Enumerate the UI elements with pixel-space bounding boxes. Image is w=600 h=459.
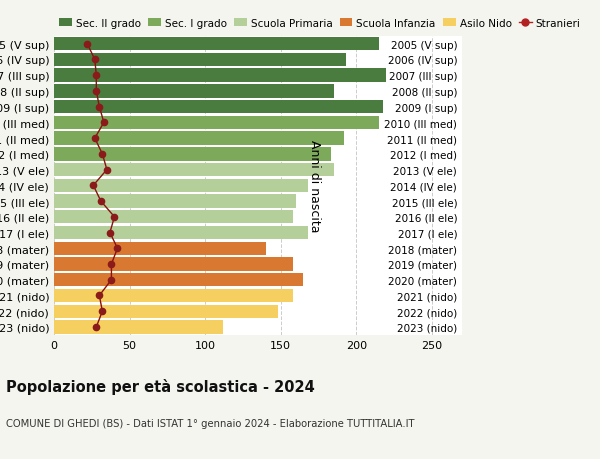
Bar: [54, 54, 346, 67]
Text: COMUNE DI GHEDI (BS) - Dati ISTAT 1° gennaio 2024 - Elaborazione TUTTITALIA.IT: COMUNE DI GHEDI (BS) - Dati ISTAT 1° gen…: [6, 418, 415, 428]
Bar: [54, 274, 304, 287]
Bar: [54, 258, 293, 271]
Y-axis label: Anni di nascita: Anni di nascita: [308, 140, 321, 232]
Bar: [54, 69, 386, 83]
Bar: [54, 242, 266, 255]
Bar: [54, 85, 334, 98]
Bar: [54, 101, 383, 114]
Legend: Sec. II grado, Sec. I grado, Scuola Primaria, Scuola Infanzia, Asilo Nido, Stran: Sec. II grado, Sec. I grado, Scuola Prim…: [59, 18, 581, 28]
Bar: [54, 195, 296, 208]
Bar: [54, 320, 223, 334]
Bar: [54, 179, 308, 193]
Bar: [54, 148, 331, 161]
Bar: [54, 305, 278, 318]
Bar: [54, 289, 293, 302]
Bar: [54, 132, 344, 146]
Text: Popolazione per età scolastica - 2024: Popolazione per età scolastica - 2024: [6, 379, 315, 395]
Bar: [54, 38, 379, 51]
Bar: [54, 211, 293, 224]
Bar: [54, 117, 379, 130]
Bar: [54, 163, 334, 177]
Bar: [54, 226, 308, 240]
